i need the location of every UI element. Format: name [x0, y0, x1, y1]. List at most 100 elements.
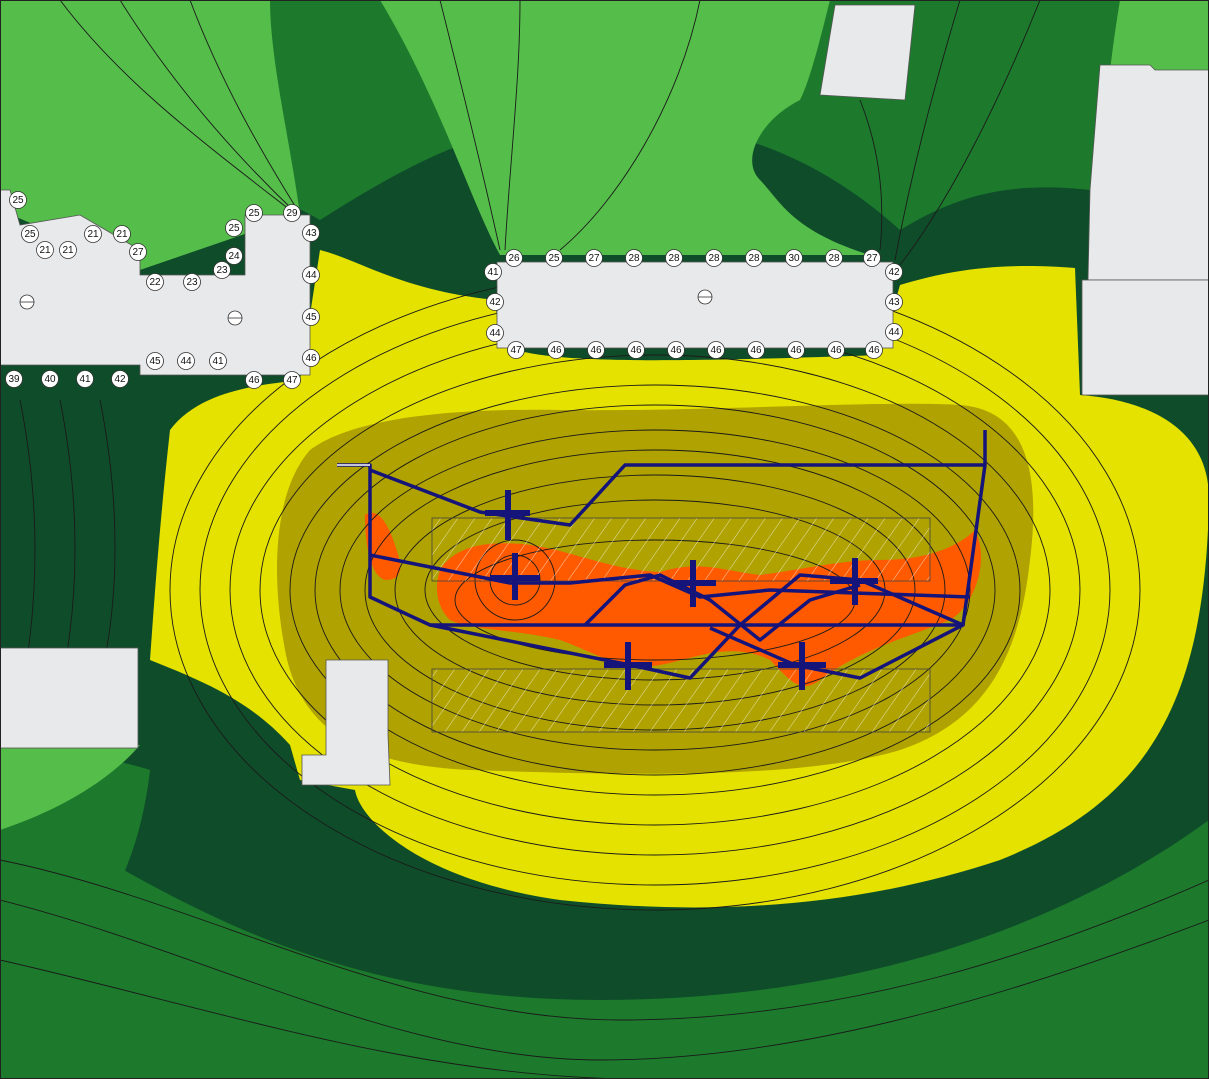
level-label-center_top-6: 28 [745, 249, 763, 267]
level-label-text: 46 [550, 345, 562, 356]
level-label-text: 25 [24, 229, 36, 240]
level-label-center_bottom-4: 46 [667, 341, 685, 359]
level-label-text: 28 [668, 253, 680, 264]
level-label-text: 41 [212, 356, 224, 367]
level-label-center_bottom-3: 46 [627, 341, 645, 359]
level-label-left-19: 46 [245, 371, 263, 389]
level-label-text: 46 [670, 345, 682, 356]
zone-light-green-left [0, 0, 300, 270]
source-markers [485, 490, 878, 690]
level-label-center_top-4: 28 [665, 249, 683, 267]
level-label-left-15: 44 [302, 266, 320, 284]
level-label-text: 42 [489, 297, 501, 308]
level-label-text: 24 [228, 251, 240, 262]
level-label-text: 41 [79, 374, 91, 385]
level-label-text: 45 [149, 356, 161, 367]
level-label-center_top-2: 27 [585, 249, 603, 267]
level-label-text: 28 [828, 253, 840, 264]
level-label-text: 44 [888, 327, 900, 338]
level-label-center_right-2: 44 [885, 323, 903, 341]
level-label-text: 27 [866, 253, 878, 264]
level-label-left-16: 45 [302, 308, 320, 326]
level-label-center_bottom-0: 47 [507, 341, 525, 359]
level-label-text: 30 [788, 253, 800, 264]
level-label-text: 25 [548, 253, 560, 264]
level-label-text: 46 [248, 375, 260, 386]
level-label-text: 28 [708, 253, 720, 264]
level-label-text: 22 [149, 277, 161, 288]
level-label-text: 46 [830, 345, 842, 356]
zone-orange-left [365, 512, 401, 580]
level-label-center_left-0: 41 [484, 263, 502, 281]
level-label-text: 21 [39, 245, 51, 256]
level-label-left-14: 43 [302, 224, 320, 242]
hatched-area-bottom [431, 668, 931, 733]
level-label-text: 28 [628, 253, 640, 264]
receptor-icons [19, 289, 713, 326]
level-label-center_bottom-1: 46 [547, 341, 565, 359]
level-label-text: 43 [888, 297, 900, 308]
level-label-text: 46 [630, 345, 642, 356]
level-label-text: 47 [286, 375, 298, 386]
level-label-center_top-9: 27 [863, 249, 881, 267]
level-label-text: 21 [116, 229, 128, 240]
level-label-left-22: 45 [146, 352, 164, 370]
level-label-text: 27 [132, 247, 144, 258]
level-label-text: 46 [750, 345, 762, 356]
level-label-text: 46 [790, 345, 802, 356]
level-label-left-13: 29 [283, 204, 301, 222]
zone-mid-green-bottom [0, 800, 1209, 1079]
level-label-left-7: 22 [146, 273, 164, 291]
level-label-text: 47 [510, 345, 522, 356]
level-label-left-2: 21 [36, 241, 54, 259]
level-label-text: 21 [62, 245, 74, 256]
level-label-left-8: 23 [183, 273, 201, 291]
level-label-left-1: 25 [21, 225, 39, 243]
level-label-text: 42 [888, 267, 900, 278]
plus-marker-3 [670, 560, 716, 607]
level-label-left-3: 21 [59, 241, 77, 259]
level-label-center_top-5: 28 [705, 249, 723, 267]
level-label-left-0: 25 [9, 191, 27, 209]
level-label-center_top-8: 28 [825, 249, 843, 267]
level-label-text: 42 [114, 374, 126, 385]
level-label-center_bottom-2: 46 [587, 341, 605, 359]
level-label-center_top-1: 25 [545, 249, 563, 267]
level-label-text: 25 [12, 195, 24, 206]
zone-light-green-bottomleft [0, 740, 140, 830]
level-label-text: 23 [216, 265, 228, 276]
level-label-center_top-3: 28 [625, 249, 643, 267]
level-label-center_left-2: 44 [486, 324, 504, 342]
level-label-left-25: 40 [41, 370, 59, 388]
level-label-left-10: 24 [225, 247, 243, 265]
zone-light-green-center [380, 0, 870, 255]
plus-marker-2 [490, 553, 540, 600]
level-label-text: 25 [228, 223, 240, 234]
plus-marker-1 [485, 490, 530, 540]
level-label-text: 46 [710, 345, 722, 356]
route-lines [337, 430, 987, 680]
level-label-text: 46 [868, 345, 880, 356]
level-label-text: 25 [248, 208, 260, 219]
level-label-text: 40 [44, 374, 56, 385]
plus-marker-6 [778, 642, 826, 690]
receptor-icon [697, 289, 713, 305]
level-label-text: 23 [186, 277, 198, 288]
level-label-left-20: 41 [209, 352, 227, 370]
level-label-left-9: 23 [213, 261, 231, 279]
level-label-left-23: 42 [111, 370, 129, 388]
level-label-text: 27 [588, 253, 600, 264]
level-label-center_bottom-8: 46 [827, 341, 845, 359]
building-right [1081, 279, 1209, 396]
level-label-center_left-1: 42 [486, 293, 504, 311]
level-label-text: 28 [748, 253, 760, 264]
plus-marker-5 [604, 642, 652, 690]
level-label-left-11: 25 [225, 219, 243, 237]
level-label-center_right-0: 42 [885, 263, 903, 281]
level-label-center_bottom-9: 46 [865, 341, 883, 359]
level-label-left-18: 47 [283, 371, 301, 389]
level-label-left-26: 39 [5, 370, 23, 388]
level-label-text: 43 [305, 228, 317, 239]
level-label-text: 26 [508, 253, 520, 264]
